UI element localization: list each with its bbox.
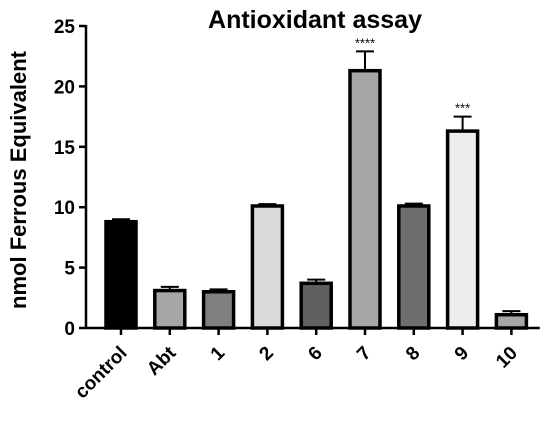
- y-tick-label: 20: [54, 77, 75, 98]
- bar-8: [397, 204, 431, 330]
- x-tick-label: 10: [492, 343, 522, 373]
- bar-6: [299, 281, 333, 330]
- x-tick-label: 6: [304, 343, 326, 365]
- bar-control: [104, 219, 138, 330]
- bar-10: [494, 312, 529, 330]
- y-tick-label: 10: [54, 198, 75, 219]
- significance-annotation: ***: [455, 101, 470, 116]
- y-tick-label: 15: [54, 138, 76, 159]
- x-tick-label: 9: [451, 343, 473, 365]
- x-tick-label: 8: [402, 343, 424, 365]
- y-tick-label: 0: [64, 319, 75, 340]
- x-tick-label: 2: [256, 343, 278, 365]
- y-tick-label: 25: [54, 17, 76, 38]
- significance-annotation: ****: [355, 35, 375, 50]
- bar-Abt: [153, 288, 187, 330]
- bar-1: [201, 290, 236, 330]
- chart-title: Antioxidant assay: [208, 6, 422, 34]
- y-axis-label: nmol Ferrous Equivalent: [6, 50, 31, 309]
- bar-9: [445, 129, 480, 330]
- x-tick-label: control: [71, 343, 131, 403]
- bar-2: [250, 204, 285, 330]
- x-tick-label: 1: [207, 342, 230, 365]
- y-tick-label: 5: [64, 259, 75, 280]
- bar-7: [348, 68, 382, 330]
- plot-area: 0 5 10 15 20 25 control Abt 1 2 6 7 **** 8 9 *** 10: [54, 17, 540, 403]
- x-tick-label: 7: [353, 343, 375, 365]
- x-tick-label: Abt: [143, 342, 181, 380]
